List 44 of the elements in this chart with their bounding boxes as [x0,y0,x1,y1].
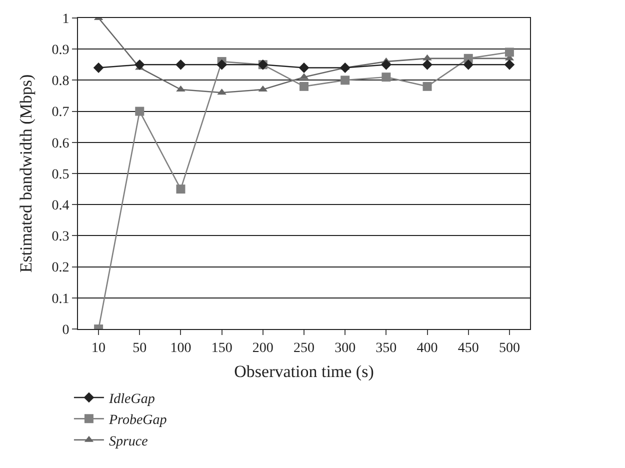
point [134,59,145,70]
x-tick-label: 50 [132,340,147,356]
point [463,59,474,70]
x-tick-label: 250 [294,340,314,356]
x-tick-label: 300 [334,340,356,356]
y-tick-label: 0.7 [52,105,70,120]
x-tick-label: 200 [252,340,274,356]
point [298,62,310,73]
x-tick-label: 150 [211,340,232,356]
x-tick-label: 450 [458,340,479,356]
x-tick-label: 10 [92,340,106,356]
point [176,184,186,194]
legend-label: ProbeGap [108,413,167,428]
y-tick-label: 0.1 [52,292,70,307]
y-tick-label: 0.8 [52,74,70,90]
point [300,82,308,91]
point [135,106,144,116]
x-tick-label: 100 [170,340,192,356]
legend-label: IdleGap [108,392,155,407]
x-tick-label: 350 [376,340,397,356]
y-tick-label: 0.2 [52,260,70,276]
point [422,82,432,91]
y-tick-label: 0 [62,322,70,338]
y-tick-label: 0.4 [52,198,70,214]
point [216,59,228,70]
y-tick-label: 0.5 [52,167,70,182]
point [382,72,391,82]
x-axis-title: Observation time (s) [234,362,374,382]
point [93,62,104,73]
x-tick-label: 400 [416,340,438,356]
point [340,76,350,85]
y-tick-label: 1 [62,12,70,27]
y-tick-label: 0.6 [52,136,70,152]
point [380,59,392,70]
y-tick-label: 0.3 [52,230,70,245]
point [340,62,350,73]
legend-label: Spruce [108,434,148,450]
point [504,48,514,57]
y-axis-title: Estimated bandwidth (Mbps) [16,74,36,273]
y-tick-label: 0.9 [52,43,70,58]
x-tick-label: 500 [498,340,520,356]
point [504,59,515,70]
point [176,59,186,70]
point [422,59,432,70]
